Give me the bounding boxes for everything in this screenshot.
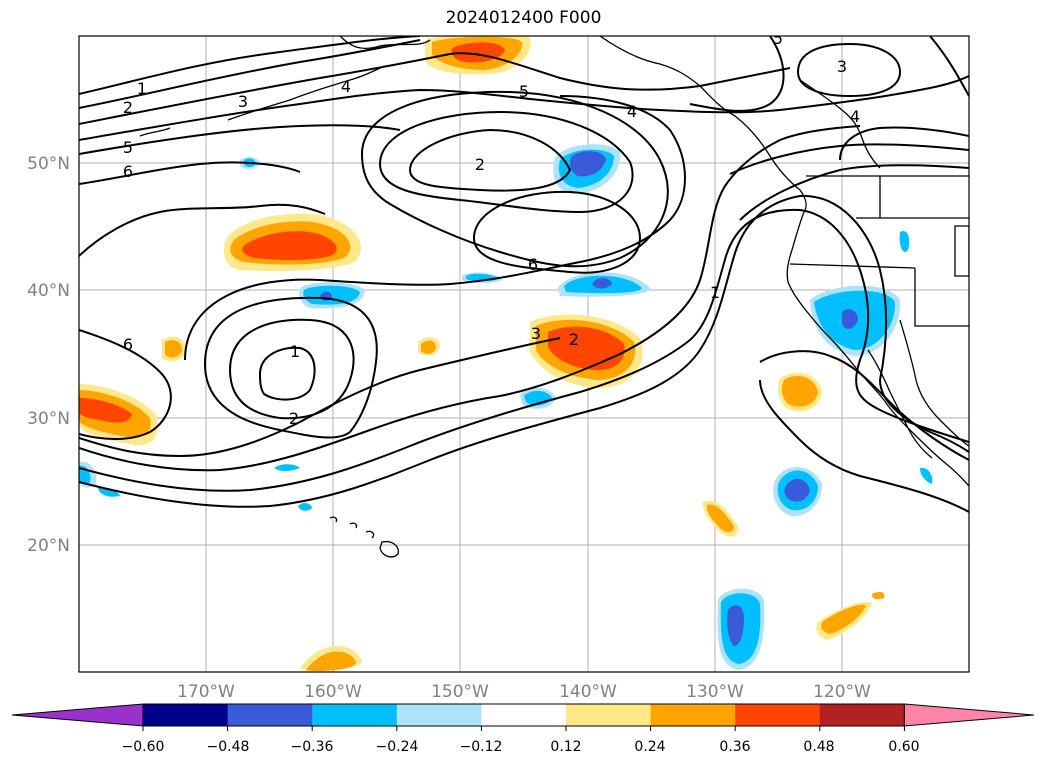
colorbar-segment bbox=[227, 704, 313, 726]
colorbar-tick-label: −0.48 bbox=[207, 739, 250, 755]
contour-label: 2 bbox=[569, 330, 579, 349]
colorbar-segment bbox=[396, 704, 482, 726]
contour-label: 6 bbox=[528, 255, 538, 274]
contour-label: 5 bbox=[773, 29, 783, 48]
lon-label: 120°W bbox=[813, 682, 871, 702]
contour-label: 1 bbox=[290, 342, 300, 361]
colorbar-segment bbox=[312, 704, 398, 726]
colorbar-extend-high bbox=[903, 703, 1035, 727]
colorbar-tick-label: −0.36 bbox=[291, 739, 334, 755]
colorbar-tick-label: 0.36 bbox=[719, 739, 750, 755]
map-frame bbox=[78, 35, 970, 673]
colorbar-segment bbox=[819, 704, 905, 726]
anomaly-positive-small bbox=[162, 336, 885, 672]
contour-label: 3 bbox=[238, 92, 248, 111]
lat-label: 40°N bbox=[27, 281, 70, 301]
lon-label: 170°W bbox=[177, 682, 235, 702]
contours bbox=[79, 36, 969, 513]
lon-label: 140°W bbox=[559, 682, 617, 702]
anomaly-negative-gulf bbox=[553, 144, 621, 194]
map-title: 2024012400 F000 bbox=[445, 8, 602, 28]
colorbar-tick-label: −0.60 bbox=[122, 739, 165, 755]
colorbar-tick-labels: −0.60 −0.48 −0.36 −0.24 −0.12 0.12 0.24 … bbox=[122, 739, 920, 755]
shaded-anomalies bbox=[79, 36, 933, 672]
lon-label: 160°W bbox=[304, 682, 362, 702]
anomaly-positive-west-edge bbox=[79, 384, 158, 445]
colorbar-tick-label: 0.48 bbox=[803, 739, 834, 755]
contour-label: 2 bbox=[475, 155, 485, 174]
contour-label: 3 bbox=[531, 324, 541, 343]
lat-label: 30°N bbox=[27, 409, 70, 429]
colorbar-frame bbox=[142, 703, 905, 727]
na-west-coast bbox=[786, 211, 969, 487]
contour-label: 1 bbox=[710, 283, 720, 302]
colorbar-segment bbox=[143, 704, 229, 726]
contour-label: 4 bbox=[627, 102, 637, 121]
colorbar-tick-label: 0.24 bbox=[634, 739, 665, 755]
contour-label: 5 bbox=[123, 138, 133, 157]
colorbar: −0.60 −0.48 −0.36 −0.24 −0.12 0.12 0.24 … bbox=[11, 703, 1035, 755]
contour-label: 1 bbox=[137, 79, 147, 98]
lon-label: 130°W bbox=[686, 682, 744, 702]
contour-label: 4 bbox=[341, 77, 351, 96]
gridlines bbox=[79, 36, 969, 672]
lat-label: 20°N bbox=[27, 536, 70, 556]
anomaly-positive-north-pacific bbox=[223, 213, 361, 272]
contour-labels: 1 2 3 4 5 6 5 4 2 6 3 2 6 1 2 1 3 4 5 bbox=[123, 29, 860, 428]
gulf-of-california bbox=[899, 319, 969, 447]
colorbar-extend-low bbox=[11, 703, 144, 727]
contour-label: 5 bbox=[519, 82, 529, 101]
state-borders bbox=[789, 176, 969, 327]
anomaly-positive-central bbox=[530, 314, 643, 388]
hawaii bbox=[329, 516, 399, 558]
contour-label: 4 bbox=[850, 107, 860, 126]
colorbar-segment bbox=[481, 704, 567, 726]
anomaly-negative-coast bbox=[79, 230, 933, 670]
lat-label: 50°N bbox=[27, 154, 70, 174]
contour-label: 2 bbox=[123, 98, 133, 117]
colorbar-tick-label: −0.12 bbox=[460, 739, 503, 755]
colorbar-tick-label: 0.12 bbox=[550, 739, 581, 755]
colorbar-segments bbox=[11, 703, 1035, 727]
ne-asia-coast bbox=[799, 79, 881, 169]
colorbar-ticks bbox=[142, 726, 905, 731]
latitude-labels: 50°N 40°N 30°N 20°N bbox=[27, 154, 70, 556]
colorbar-segment bbox=[735, 704, 821, 726]
colorbar-tick-label: 0.60 bbox=[888, 739, 919, 755]
contour-label: 2 bbox=[289, 409, 299, 428]
colorbar-segment bbox=[650, 704, 736, 726]
colorbar-segment bbox=[566, 704, 652, 726]
longitude-labels: 170°W 160°W 150°W 140°W 130°W 120°W bbox=[177, 682, 871, 702]
lon-label: 150°W bbox=[431, 682, 489, 702]
contour-label: 6 bbox=[123, 162, 133, 181]
contour-label: 6 bbox=[123, 335, 133, 354]
contour-label: 3 bbox=[837, 57, 847, 76]
colorbar-tick-label: −0.24 bbox=[376, 739, 419, 755]
